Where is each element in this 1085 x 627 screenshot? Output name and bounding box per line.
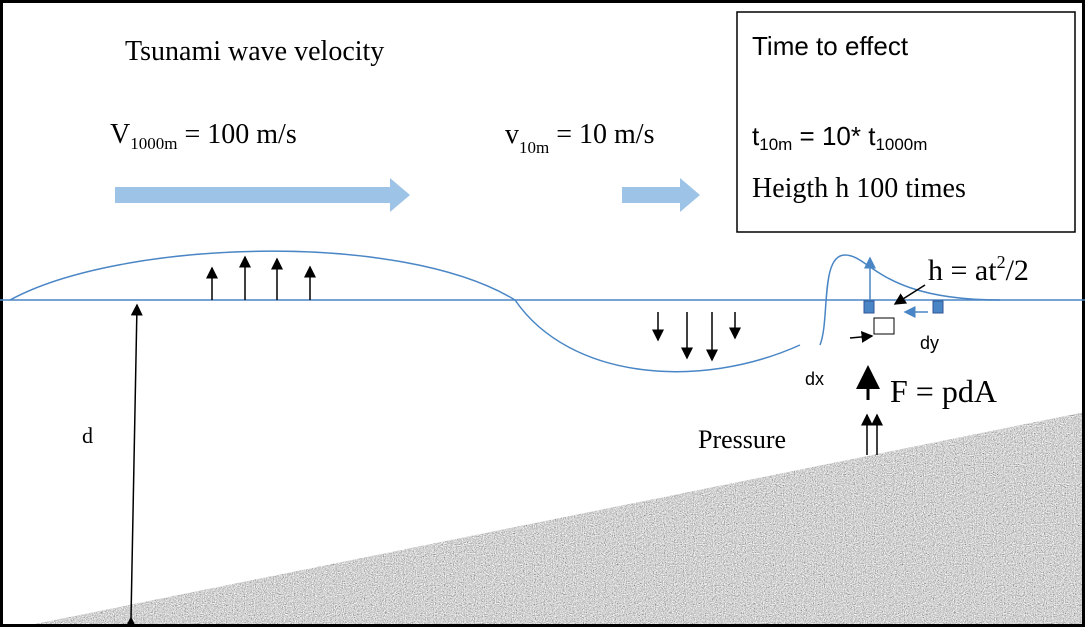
fast-arrow: [115, 178, 410, 212]
subsidence-arrows: [652, 312, 741, 362]
uplift-arrows: [206, 255, 316, 300]
dx-label: dx: [805, 369, 824, 389]
box-heading: Time to effect: [752, 31, 909, 61]
steep-wave: [819, 254, 1001, 346]
shallow-velocity: v10m = 10 m/s: [505, 119, 654, 157]
wave-trough: [514, 299, 801, 373]
dy-label: dy: [920, 333, 939, 353]
title: Tsunami wave velocity: [125, 36, 384, 67]
depth-arrow: [124, 303, 143, 627]
fluid-element: [849, 256, 944, 455]
force-label: F = pdA: [890, 373, 997, 409]
deep-velocity: V1000m = 100 m/s: [110, 119, 297, 153]
height-formula: h = at2/2: [928, 252, 1029, 287]
wave-crest: [9, 250, 516, 301]
height-note: Heigth h 100 times: [752, 173, 966, 204]
depth-label: d: [82, 423, 93, 448]
slow-arrow: [622, 178, 700, 212]
sea-floor: [20, 412, 1085, 627]
info-box: [736, 11, 1076, 233]
time-equation: t10m = 10* t1000m: [752, 121, 927, 154]
pressure-label: Pressure: [698, 425, 786, 454]
